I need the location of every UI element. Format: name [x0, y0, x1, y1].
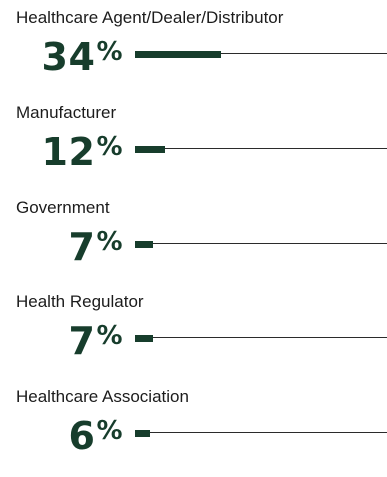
chart-row: Government 7% — [0, 198, 387, 288]
percent-symbol: % — [96, 37, 123, 67]
chart-row: Healthcare Agent/Dealer/Distributor 34% — [0, 8, 387, 98]
category-label: Manufacturer — [16, 103, 117, 122]
category-label: Healthcare Agent/Dealer/Distributor — [16, 8, 284, 27]
bar-track — [135, 148, 387, 149]
bar-track — [135, 337, 387, 338]
percent-symbol: % — [96, 416, 123, 446]
bar — [135, 146, 165, 153]
value-label: 6% — [68, 409, 123, 458]
value-label: 34% — [42, 30, 123, 79]
category-label: Healthcare Association — [16, 387, 189, 406]
category-label: Government — [16, 198, 110, 217]
percent-symbol: % — [96, 132, 123, 162]
value-number: 6 — [68, 414, 96, 458]
value-number: 7 — [68, 319, 96, 363]
value-number: 12 — [41, 130, 96, 174]
value-label: 7% — [68, 220, 123, 269]
category-label: Health Regulator — [16, 292, 144, 311]
value-label: 12% — [42, 125, 123, 174]
bar — [135, 51, 221, 58]
value-number: 7 — [68, 225, 96, 269]
chart-row: Health Regulator 7% — [0, 292, 387, 382]
bar — [135, 241, 153, 248]
horizontal-bar-chart: Healthcare Agent/Dealer/Distributor 34% … — [0, 8, 387, 458]
bar-track — [135, 432, 387, 433]
chart-row: Manufacturer 12% — [0, 103, 387, 193]
bar — [135, 335, 153, 342]
bar-track — [135, 53, 387, 54]
bar — [135, 430, 150, 437]
value-number: 34 — [41, 35, 96, 79]
percent-symbol: % — [96, 321, 123, 351]
chart-row: Healthcare Association 6% — [0, 387, 387, 477]
value-label: 7% — [68, 314, 123, 363]
bar-track — [135, 243, 387, 244]
percent-symbol: % — [96, 227, 123, 257]
